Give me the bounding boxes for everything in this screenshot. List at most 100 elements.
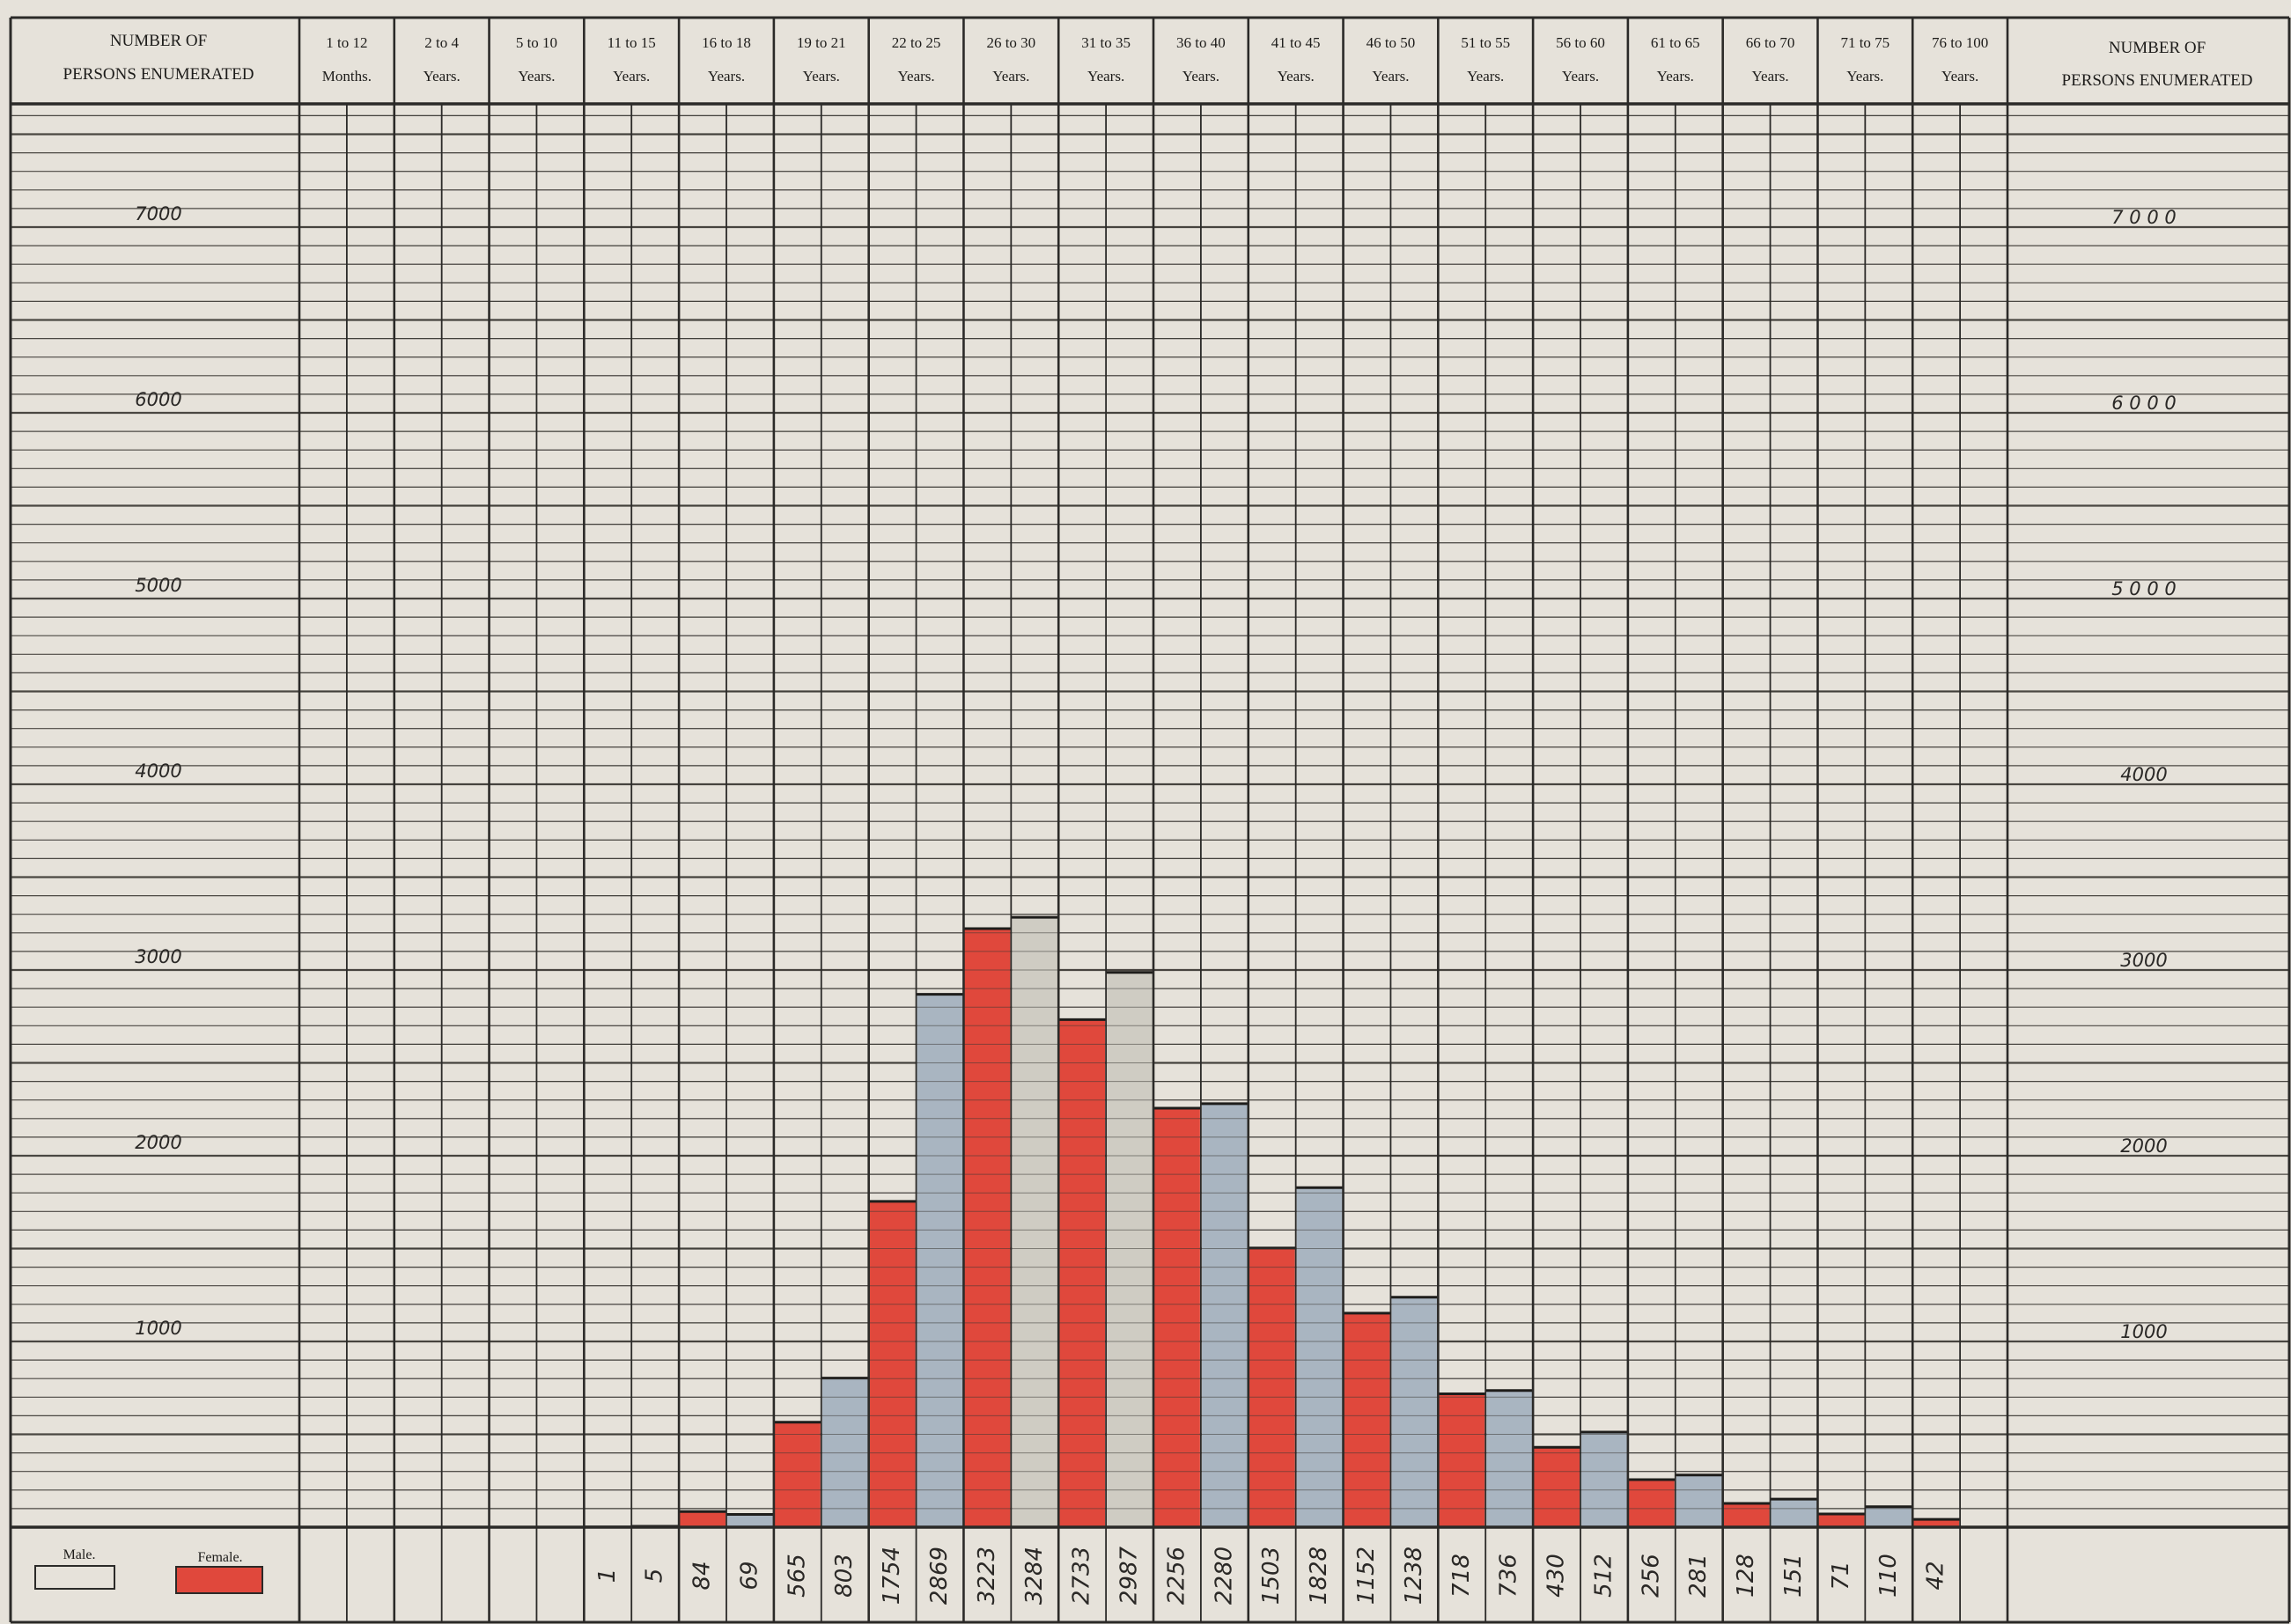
value-label: 512	[1590, 1554, 1617, 1598]
category-sublabel: Years.	[1941, 68, 1978, 85]
value-label: 2869	[926, 1547, 953, 1605]
right-axis-label-line-2: PERSONS ENUMERATED	[2062, 71, 2253, 90]
legend-male-swatch	[34, 1565, 115, 1590]
y-tick-label-right: 4000	[2120, 764, 2167, 785]
category-label: 1 to 12	[326, 34, 367, 51]
value-label: 1754	[879, 1547, 905, 1605]
category-sublabel: Years.	[1372, 68, 1409, 85]
category-label: 51 to 55	[1461, 34, 1510, 51]
female-bar	[1154, 1107, 1200, 1527]
female-bar	[774, 1422, 821, 1527]
category-sublabel: Years.	[424, 68, 460, 85]
category-label: 26 to 30	[986, 34, 1035, 51]
female-bar	[1913, 1519, 1960, 1527]
value-label: 1828	[1306, 1547, 1332, 1605]
header: NUMBER OF PERSONS ENUMERATED NUMBER OF P…	[63, 32, 2253, 90]
value-label: 3223	[974, 1547, 1000, 1605]
category-labels: 1 to 12 Months. 2 to 4 Years. 5 to 10 Years. 1…	[322, 34, 1988, 85]
category-sublabel: Years.	[613, 68, 650, 85]
y-tick-label-right: 5 0 0 0	[2111, 578, 2176, 599]
female-bar	[1723, 1503, 1770, 1527]
value-label: 1238	[1401, 1547, 1427, 1605]
value-label: 1	[594, 1569, 621, 1584]
category-sublabel: Years.	[708, 68, 745, 85]
value-label: 128	[1733, 1554, 1759, 1598]
category-sublabel: Years.	[803, 68, 840, 85]
female-bar	[680, 1511, 726, 1527]
category-label: 11 to 15	[608, 34, 656, 51]
legend-male-label: Male.	[63, 1547, 96, 1562]
female-bar	[1534, 1447, 1580, 1527]
male-bar	[1486, 1390, 1533, 1527]
category-sublabel: Years.	[1467, 68, 1504, 85]
category-sublabel: Years.	[897, 68, 934, 85]
female-bar	[1818, 1514, 1865, 1527]
female-bar	[869, 1201, 916, 1527]
male-bar	[1866, 1506, 1912, 1527]
frame	[9, 16, 2291, 1624]
value-label: 2280	[1211, 1547, 1237, 1605]
legend-female-label: Female.	[197, 1550, 242, 1565]
y-tick-label-right: 1000	[2120, 1321, 2167, 1342]
category-label: 22 to 25	[892, 34, 941, 51]
category-label: 76 to 100	[1932, 34, 1988, 51]
value-label: 430	[1543, 1554, 1570, 1598]
value-labels: 1 5 84 69 565 803 1754 2869 3223 3284 2733 2987 2256…	[594, 1546, 1949, 1605]
y-tick-label-left: 6000	[135, 389, 181, 410]
category-sublabel: Years.	[992, 68, 1029, 85]
left-axis-label-line-1: NUMBER OF	[110, 32, 207, 50]
value-label: 1152	[1353, 1547, 1380, 1605]
y-tick-label-right: 2000	[2120, 1135, 2167, 1157]
female-bar	[1439, 1393, 1485, 1527]
category-sublabel: Years.	[1278, 68, 1315, 85]
y-tick-label-left: 3000	[135, 946, 181, 967]
left-axis-label-line-2: PERSONS ENUMERATED	[63, 65, 254, 84]
y-tick-label-left: 4000	[135, 761, 181, 782]
y-tick-label-left: 5000	[135, 575, 181, 596]
value-label: 2733	[1069, 1547, 1095, 1605]
category-sublabel: Years.	[1657, 68, 1694, 85]
y-tick-label-right: 3000	[2120, 950, 2167, 971]
male-bar	[1771, 1499, 1817, 1527]
category-label: 66 to 70	[1746, 34, 1795, 51]
male-bar	[1676, 1474, 1722, 1527]
category-sublabel: Years.	[1087, 68, 1124, 85]
male-bar	[1012, 917, 1058, 1527]
y-tick-label-right: 7 0 0 0	[2111, 207, 2176, 228]
value-label: 110	[1875, 1554, 1902, 1598]
y-tick-labels: 7000 7 0 0 0 6000 6 0 0 0 5000 5 0 0 0 4000 400…	[135, 203, 2176, 1342]
category-sublabel: Years.	[518, 68, 555, 85]
category-sublabel: Months.	[322, 68, 372, 85]
category-label: 5 to 10	[516, 34, 557, 51]
category-label: 56 to 60	[1556, 34, 1605, 51]
female-bar	[1628, 1479, 1675, 1527]
male-bar	[1201, 1103, 1248, 1527]
y-tick-label-left: 7000	[135, 203, 181, 224]
y-tick-label-right: 6 0 0 0	[2111, 393, 2176, 414]
male-bar	[1581, 1431, 1627, 1527]
value-label: 281	[1685, 1554, 1712, 1598]
category-label: 71 to 75	[1840, 34, 1890, 51]
male-bar	[1107, 972, 1153, 1527]
category-sublabel: Years.	[1562, 68, 1599, 85]
category-label: 2 to 4	[424, 34, 459, 51]
male-bar	[1296, 1187, 1343, 1527]
right-axis-label-line-1: NUMBER OF	[2109, 39, 2206, 57]
legend: Male. Female.	[34, 1547, 263, 1594]
value-label: 718	[1448, 1554, 1475, 1598]
value-label: 2987	[1116, 1546, 1143, 1605]
value-label: 1503	[1258, 1547, 1285, 1605]
male-bar	[727, 1514, 773, 1527]
female-bar	[1344, 1312, 1390, 1527]
category-sublabel: Years.	[1751, 68, 1788, 85]
value-label: 736	[1496, 1554, 1522, 1598]
value-label: 2256	[1163, 1547, 1190, 1605]
y-tick-label-left: 1000	[135, 1318, 181, 1339]
y-tick-label-left: 2000	[135, 1132, 181, 1153]
category-label: 36 to 40	[1176, 34, 1226, 51]
value-label: 69	[736, 1561, 762, 1590]
male-bar	[1391, 1297, 1438, 1527]
male-bar	[917, 994, 963, 1527]
value-label: 71	[1828, 1561, 1854, 1590]
female-bar	[1249, 1247, 1295, 1527]
